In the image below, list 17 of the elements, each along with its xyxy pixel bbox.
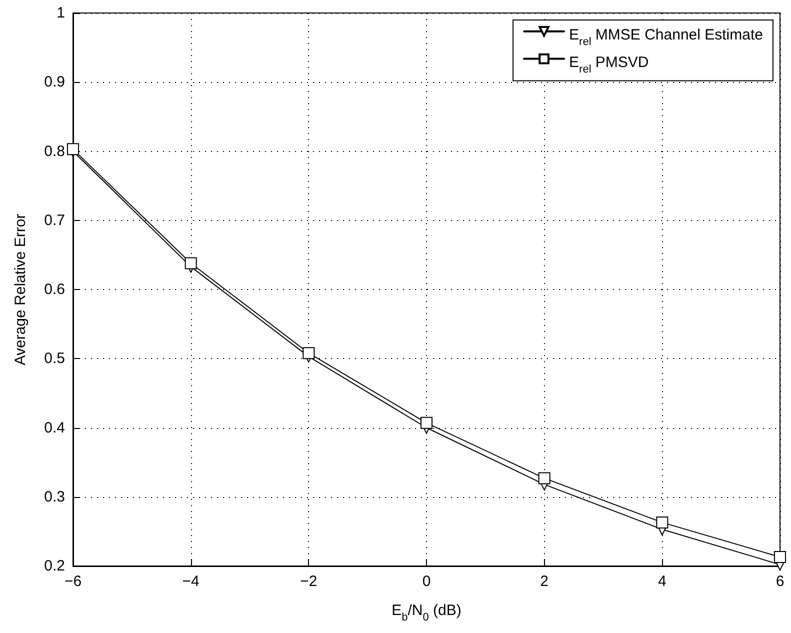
- x-tick-label: 6: [776, 573, 784, 590]
- y-axis-title: Average Relative Error: [12, 214, 29, 366]
- x-tick-label: 0: [422, 573, 431, 590]
- y-tick-label: 0.5: [44, 350, 65, 368]
- y-tick-label: 0.9: [44, 74, 65, 91]
- y-tick-label: 0.6: [44, 281, 65, 298]
- y-tick-label: 0.4: [44, 419, 65, 436]
- y-tick-label: 0.7: [44, 212, 65, 229]
- y-tick-label: 1: [56, 4, 65, 22]
- x-tick-label: 4: [658, 573, 666, 590]
- y-tick-label: 0.8: [44, 142, 65, 160]
- x-tick-label: −4: [182, 573, 200, 590]
- x-tick-label: −6: [64, 573, 82, 590]
- y-tick-label: 0.2: [44, 558, 65, 574]
- y-tick-label: 0.3: [44, 488, 65, 506]
- x-tick-label: 2: [540, 573, 549, 590]
- x-tick-label: −2: [300, 573, 318, 590]
